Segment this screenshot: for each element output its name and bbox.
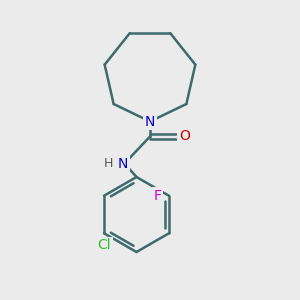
Text: Cl: Cl [97, 238, 111, 252]
Text: O: O [179, 130, 190, 143]
Text: F: F [154, 189, 162, 203]
Text: N: N [118, 157, 128, 170]
Text: H: H [104, 157, 114, 170]
Text: N: N [145, 115, 155, 128]
